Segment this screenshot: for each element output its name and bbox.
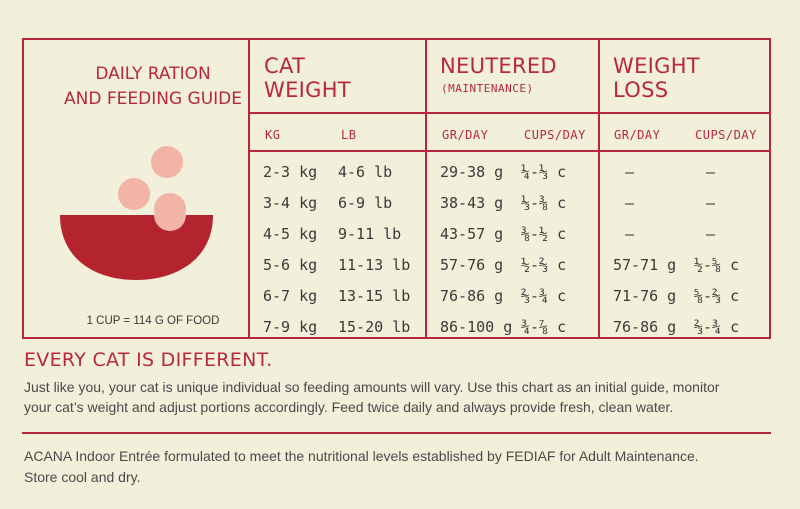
column-divider — [598, 40, 600, 337]
table-cell-kg: 3-4 kg — [263, 194, 318, 212]
table-cell-loss-gr: — — [625, 225, 635, 243]
table-cell-cups: ⅔-¾ c — [521, 287, 567, 305]
table-cell-loss-gr: 76-86 g — [613, 318, 677, 336]
kibble-icon — [151, 146, 183, 178]
feeding-advice-text: Just like you, your cat is unique indivi… — [24, 379, 720, 415]
table-cell-gr: 29-38 g — [440, 163, 504, 181]
table-cell-lb: 15-20 lb — [338, 318, 411, 336]
table-cell-lb: 11-13 lb — [338, 256, 411, 274]
table-cell-loss-cups: ½-⅝ c — [694, 256, 740, 274]
neutered-header: NEUTERED — [440, 54, 557, 78]
table-cell-lb: 13-15 lb — [338, 287, 411, 305]
table-cell-kg: 7-9 kg — [263, 318, 318, 336]
formulation-note: ACANA Indoor Entrée formulated to meet t… — [24, 448, 699, 485]
weight-loss-header: WEIGHT LOSS — [613, 54, 700, 102]
table-cell-kg: 6-7 kg — [263, 287, 318, 305]
bowl-icon — [60, 215, 213, 280]
section-heading: EVERY CAT IS DIFFERENT. — [24, 349, 273, 371]
column-divider — [425, 40, 427, 337]
table-cell-loss-cups: ⅝-⅔ c — [694, 287, 740, 305]
food-bowl-illustration — [60, 146, 213, 280]
lb-column-header: LB — [341, 128, 357, 142]
column-divider — [248, 40, 250, 337]
table-cell-loss-cups: — — [706, 225, 716, 243]
cat-weight-header: CAT WEIGHT — [264, 54, 351, 102]
section-divider — [22, 432, 771, 434]
table-cell-gr: 86-100 g — [440, 318, 513, 336]
kg-column-header: KG — [265, 128, 281, 142]
guide-title: DAILY RATION AND FEEDING GUIDE — [64, 64, 242, 109]
table-cell-gr: 57-76 g — [440, 256, 504, 274]
table-cell-cups: ⅓-⅜ c — [521, 194, 567, 212]
header-divider — [248, 112, 769, 114]
table-cell-loss-cups: ⅔-¾ c — [694, 318, 740, 336]
feeding-table: DAILY RATION AND FEEDING GUIDE 1 CUP = 1… — [22, 38, 771, 339]
table-cell-kg: 5-6 kg — [263, 256, 318, 274]
table-cell-cups: ½-⅔ c — [521, 256, 567, 274]
cup-conversion-note: 1 CUP = 114 G OF FOOD — [86, 315, 220, 327]
gr-day-column-header: GR/DAY — [442, 128, 489, 142]
table-cell-lb: 6-9 lb — [338, 194, 393, 212]
table-cell-cups: ¼-⅓ c — [521, 163, 567, 181]
table-cell-kg: 2-3 kg — [263, 163, 318, 181]
table-cell-gr: 43-57 g — [440, 225, 504, 243]
maintenance-subheader: (MAINTENANCE) — [441, 82, 534, 95]
table-cell-lb: 9-11 lb — [338, 225, 402, 243]
table-cell-gr: 76-86 g — [440, 287, 504, 305]
table-cell-lb: 4-6 lb — [338, 163, 393, 181]
table-cell-cups: ⅜-½ c — [521, 225, 567, 243]
table-cell-kg: 4-5 kg — [263, 225, 318, 243]
table-cell-loss-cups: — — [706, 194, 716, 212]
table-cell-loss-gr: — — [625, 194, 635, 212]
kibble-icon — [118, 178, 150, 210]
loss-gr-day-column-header: GR/DAY — [614, 128, 661, 142]
table-cell-gr: 38-43 g — [440, 194, 504, 212]
table-cell-loss-gr: 57-71 g — [613, 256, 677, 274]
table-cell-loss-gr: 71-76 g — [613, 287, 677, 305]
table-cell-loss-gr: — — [625, 163, 635, 181]
cups-day-column-header: CUPS/DAY — [524, 128, 586, 142]
table-cell-cups: ¾-⅞ c — [521, 318, 567, 336]
table-cell-loss-cups: — — [706, 163, 716, 181]
loss-cups-day-column-header: CUPS/DAY — [695, 128, 757, 142]
subheader-divider — [248, 150, 769, 152]
